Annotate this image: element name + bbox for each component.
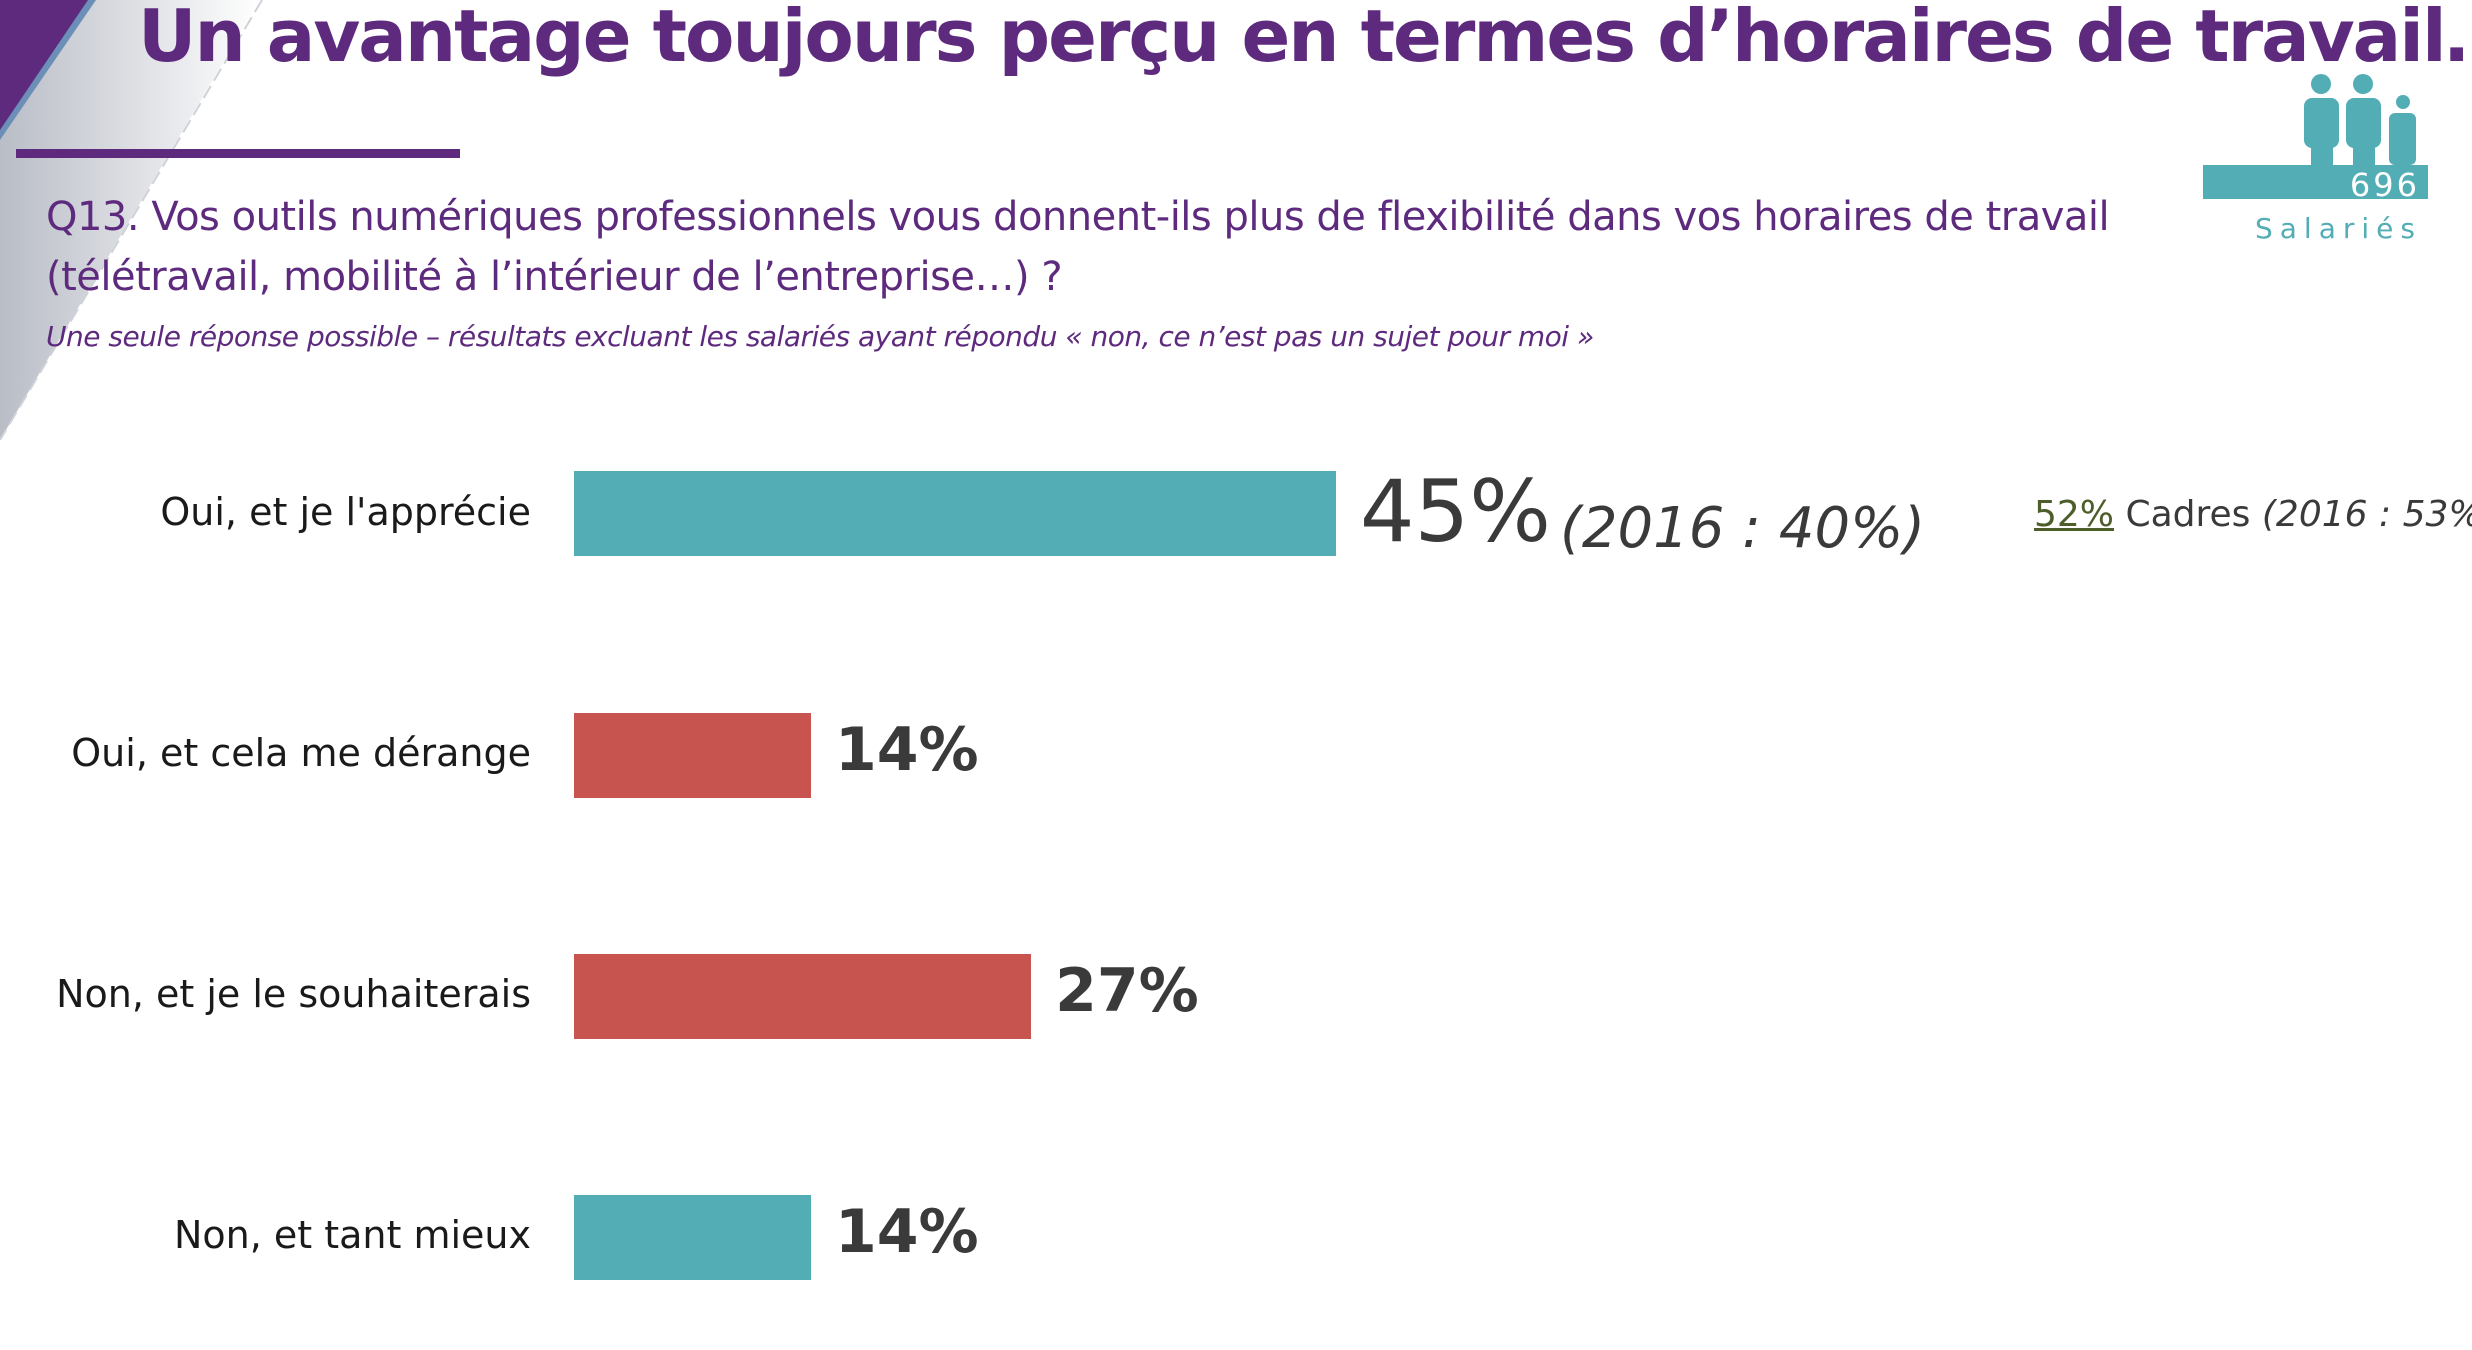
question-subtitle: Une seule réponse possible – résultats e… [46,320,1594,353]
cadres-comparison: (2016 : 53%) [2261,494,2472,535]
question-line-2: (télétravail, mobilité à l’intérieur de … [46,254,1063,300]
value-label: 27% [1055,956,1199,1026]
category-label: Oui, et je l'apprécie [160,490,531,534]
value-label: 14% [835,715,979,785]
cadres-value: 52% [2034,494,2115,535]
question-line-1: Q13. Vos outils numériques professionnel… [46,194,2110,240]
category-label: Oui, et cela me dérange [71,731,531,775]
category-label: Non, et je le souhaiterais [56,972,531,1016]
title-underline [16,149,460,158]
comparison-2016: (2016 : 40%) [1560,496,1926,561]
respondent-label: Salariés [2255,212,2422,245]
respondent-count: 696 [2349,166,2420,204]
corner-decoration [0,0,263,440]
bar [574,1195,812,1280]
cadres-annotation: 52% Cadres (2016 : 53%) [2034,494,2472,535]
value-label: 14% [835,1197,979,1267]
people-group-icon [2203,74,2428,199]
cadres-label: Cadres [2125,494,2251,535]
bar [574,713,812,798]
page-title: Un avantage toujours perçu en termes d’h… [138,0,2472,78]
bar [574,954,1032,1039]
value-label: 45% [1359,462,1551,562]
bar [574,471,1336,556]
category-label: Non, et tant mieux [173,1213,531,1257]
